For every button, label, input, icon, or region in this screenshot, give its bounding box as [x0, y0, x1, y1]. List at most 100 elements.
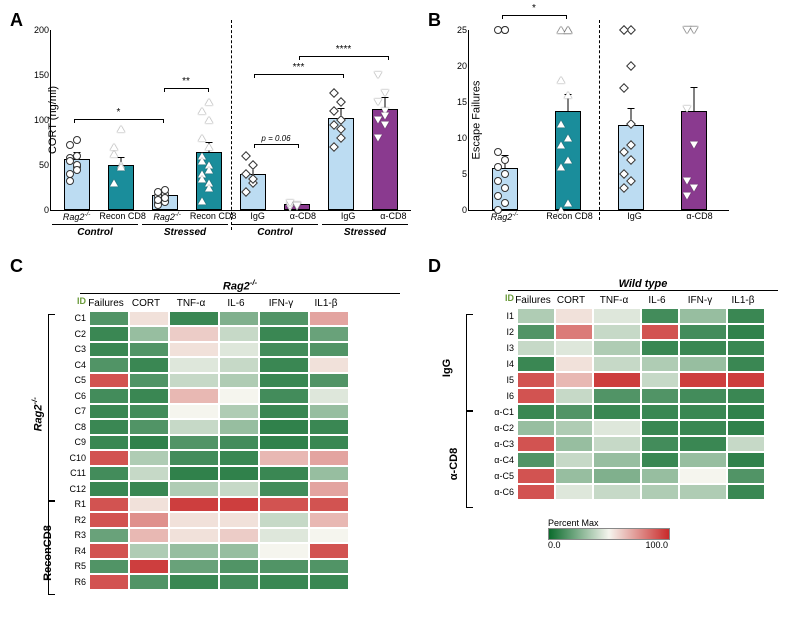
heatmap-cell	[89, 466, 129, 482]
panel-a-label: A	[10, 10, 23, 31]
heatmap-cell	[555, 356, 593, 372]
heatmap-cell	[679, 388, 727, 404]
heatmap-cell	[727, 308, 765, 324]
heatmap-cell	[555, 436, 593, 452]
heatmap-cell	[259, 435, 309, 451]
heatmap-cell	[129, 512, 169, 528]
heatmap-cell	[727, 436, 765, 452]
heatmap-cell	[169, 559, 219, 575]
y-tick: 10	[457, 133, 467, 143]
group-label: Stressed	[322, 224, 408, 238]
bar	[108, 165, 134, 210]
heatmap-col-header: IL1-β	[724, 293, 762, 308]
heatmap-cell	[641, 484, 679, 500]
sig-bracket	[164, 88, 209, 89]
heatmap-cell	[641, 420, 679, 436]
panel-a: A CORT (ng/ml)050100150200***p = 0.06***…	[10, 10, 420, 238]
heatmap-cell	[593, 308, 641, 324]
heatmap-cell	[309, 481, 349, 497]
heatmap-cell	[309, 342, 349, 358]
heatmap-cell	[679, 308, 727, 324]
heatmap-cell	[679, 484, 727, 500]
heatmap-row-label: I1	[488, 308, 514, 324]
heatmap-cell	[89, 435, 129, 451]
heatmap-cell	[309, 435, 349, 451]
heatmap-cell	[593, 468, 641, 484]
sig-bracket	[74, 119, 164, 120]
heatmap-cell	[517, 420, 555, 436]
heatmap-row-label: R1	[60, 497, 86, 513]
heatmap-cell	[89, 574, 129, 590]
x-label: Rag2-/-	[472, 211, 537, 222]
heatmap-cell	[593, 372, 641, 388]
datapoint	[501, 26, 509, 34]
heatmap-cell	[259, 543, 309, 559]
heatmap-cell	[309, 388, 349, 404]
sig-label: p = 0.06	[256, 134, 296, 143]
heatmap-cell	[641, 308, 679, 324]
heatmap-cell	[219, 450, 259, 466]
heatmap-cell	[219, 574, 259, 590]
heatmap-row-label: C8	[60, 419, 86, 435]
datapoint	[329, 88, 339, 98]
datapoint	[564, 27, 572, 34]
heatmap-row-label: C10	[60, 450, 86, 466]
heatmap-col-header: IFN-γ	[256, 296, 306, 311]
heatmap-cell	[727, 420, 765, 436]
heatmap-cell	[169, 512, 219, 528]
y-tick: 0	[44, 205, 49, 215]
panel-b-label: B	[428, 10, 441, 31]
heatmap-cell	[129, 543, 169, 559]
heatmap-cell	[517, 436, 555, 452]
datapoint	[690, 27, 698, 34]
heatmap-cell	[89, 342, 129, 358]
legend-min: 0.0	[548, 540, 561, 550]
x-label: Rag2-/-	[145, 211, 190, 222]
heatmap-cell	[219, 357, 259, 373]
heatmap-cell	[89, 357, 129, 373]
heatmap-cell	[517, 484, 555, 500]
heatmap-cell	[169, 373, 219, 389]
heatmap-cell	[641, 372, 679, 388]
heatmap-cell	[89, 497, 129, 513]
heatmap-cell	[727, 388, 765, 404]
panel-c: C Rag2-/-IDFailuresCORTTNF-αIL-6IFN-γIL1…	[10, 256, 420, 590]
chart-a-xlabels: Rag2-/-Recon CD8Rag2-/-Recon CD8IgGα-CD8…	[50, 211, 420, 222]
heatmap-cell	[727, 404, 765, 420]
y-tick: 25	[457, 25, 467, 35]
heatmap-cell	[555, 468, 593, 484]
datapoint	[205, 99, 213, 106]
panel-c-label: C	[10, 256, 23, 277]
group-label: Stressed	[142, 224, 228, 238]
heatmap-cell	[169, 435, 219, 451]
heatmap-cell	[259, 373, 309, 389]
heatmap-cell	[89, 559, 129, 575]
heatmap-cell	[309, 466, 349, 482]
datapoint	[374, 99, 382, 106]
heatmap-cell	[309, 311, 349, 327]
heatmap-row-label: C9	[60, 435, 86, 451]
heatmap-cell	[219, 373, 259, 389]
heatmap-cell	[89, 388, 129, 404]
chart-b-xlabels: Rag2-/-Recon CD8IgGα-CD8	[468, 211, 736, 222]
heatmap-cell	[259, 497, 309, 513]
datapoint	[110, 144, 118, 151]
heatmap-cell	[259, 512, 309, 528]
heatmap-row-label: I3	[488, 340, 514, 356]
datapoint	[198, 135, 206, 142]
heatmap-cell	[679, 452, 727, 468]
heatmap-cell	[555, 372, 593, 388]
heatmap-cell	[593, 452, 641, 468]
heatmap-cell	[593, 420, 641, 436]
datapoint	[73, 136, 81, 144]
datapoint	[564, 27, 572, 34]
heatmap-row-label: C3	[60, 342, 86, 358]
heatmap-cell	[679, 436, 727, 452]
x-label: Recon CD8	[537, 211, 602, 222]
legend-label: Percent Max	[548, 518, 798, 528]
heatmap-cell	[259, 466, 309, 482]
heatmap-cell	[727, 452, 765, 468]
heatmap-cell	[517, 356, 555, 372]
bar	[681, 111, 707, 210]
heatmap-cell	[517, 308, 555, 324]
